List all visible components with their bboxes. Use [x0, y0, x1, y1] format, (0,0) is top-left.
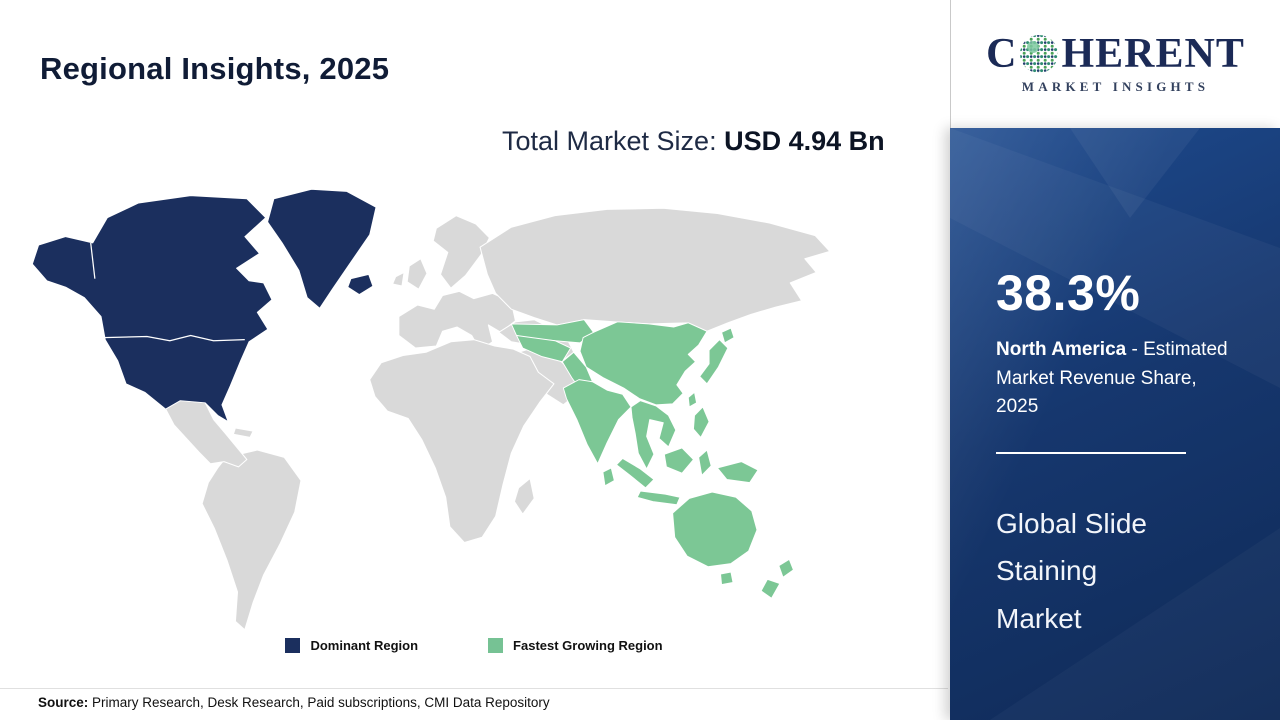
region-name: North America: [996, 339, 1127, 360]
map-region-sri-lanka: [602, 467, 615, 487]
market-share-description: North America - Estimated Market Revenue…: [996, 336, 1238, 422]
map-region-new-zealand-south: [760, 578, 781, 599]
map-region-borneo: [663, 447, 694, 474]
map-region-taiwan: [687, 391, 698, 408]
logo-subtitle: MARKET INSIGHTS: [1021, 79, 1210, 94]
us-canada-border: [103, 334, 245, 342]
source-note: Source: Primary Research, Desk Research,…: [38, 695, 550, 710]
alaska-border: [90, 242, 96, 279]
logo-letter-c: C: [986, 31, 1018, 77]
highlight-panel: 38.3% North America - Estimated Market R…: [950, 128, 1280, 720]
page-title: Regional Insights, 2025: [40, 50, 390, 86]
map-region-greenland: [267, 188, 377, 309]
map-region-russia: [479, 207, 831, 332]
map-region-new-guinea: [716, 461, 759, 484]
dominant-region-swatch: [285, 638, 301, 653]
dotted-globe-icon: [1020, 35, 1059, 73]
footer-divider: [0, 688, 948, 689]
map-region-central-america: [165, 400, 248, 468]
map-region-scandinavia: [432, 215, 490, 289]
legend-item-fastest-growing: Fastest Growing Region: [488, 638, 663, 653]
map-region-philippines: [692, 406, 710, 438]
logo-rest: HERENT: [1061, 31, 1245, 77]
map-legend: Dominant Region Fastest Growing Region: [0, 638, 948, 653]
map-region-europe: [398, 290, 516, 351]
map-region-north-america: [31, 195, 273, 423]
map-region-java: [636, 490, 681, 506]
fastest-growing-region-label: Fastest Growing Region: [513, 638, 663, 653]
map-fastest-growing-region-asia-pacific: [510, 319, 794, 599]
map-region-hokkaido: [721, 327, 735, 344]
fastest-growing-region-swatch: [488, 638, 504, 653]
map-region-uk: [406, 258, 428, 290]
map-region-china: [579, 321, 708, 406]
map-region-australia: [672, 491, 758, 568]
map-region-indochina: [630, 400, 677, 470]
source-label: Source:: [38, 695, 89, 710]
map-region-new-zealand-north: [778, 558, 794, 578]
brand-logo-area: C HERENT: [950, 0, 1280, 128]
total-market-size: Total Market Size: USD 4.94 Bn: [502, 122, 904, 161]
map-region-japan: [699, 339, 729, 385]
map-internal-borders: [90, 242, 245, 342]
map-region-ireland: [392, 271, 405, 287]
map-region-africa: [369, 339, 555, 544]
map-region-sumatra: [615, 457, 655, 489]
source-text: Primary Research, Desk Research, Paid su…: [88, 695, 550, 710]
market-share-value: 38.3%: [996, 265, 1141, 321]
world-map: [22, 182, 834, 634]
market-size-value: USD 4.94 Bn: [724, 126, 885, 156]
market-name: Global Slide Staining Market: [996, 507, 1147, 634]
map-dominant-region-north-america: [31, 188, 377, 423]
map-region-south-america: [201, 449, 302, 631]
share-desc-text: - Estimated Market Revenue Share, 2025: [996, 339, 1228, 417]
world-map-svg: [31, 188, 831, 631]
map-region-caribbean: [232, 427, 254, 438]
market-size-label: Total Market Size:: [502, 126, 725, 156]
sidebar: C HERENT: [950, 0, 1280, 720]
map-region-sulawesi: [698, 449, 712, 476]
panel-divider: [996, 451, 1186, 454]
map-region-tasmania: [720, 571, 734, 586]
map-region-madagascar: [513, 477, 535, 515]
map-region-iceland: [347, 274, 374, 295]
dominant-region-label: Dominant Region: [310, 638, 419, 653]
map-region-india: [562, 379, 632, 465]
map-other-land: [165, 207, 831, 631]
brand-logo: C HERENT: [986, 33, 1245, 75]
legend-item-dominant: Dominant Region: [285, 638, 418, 653]
